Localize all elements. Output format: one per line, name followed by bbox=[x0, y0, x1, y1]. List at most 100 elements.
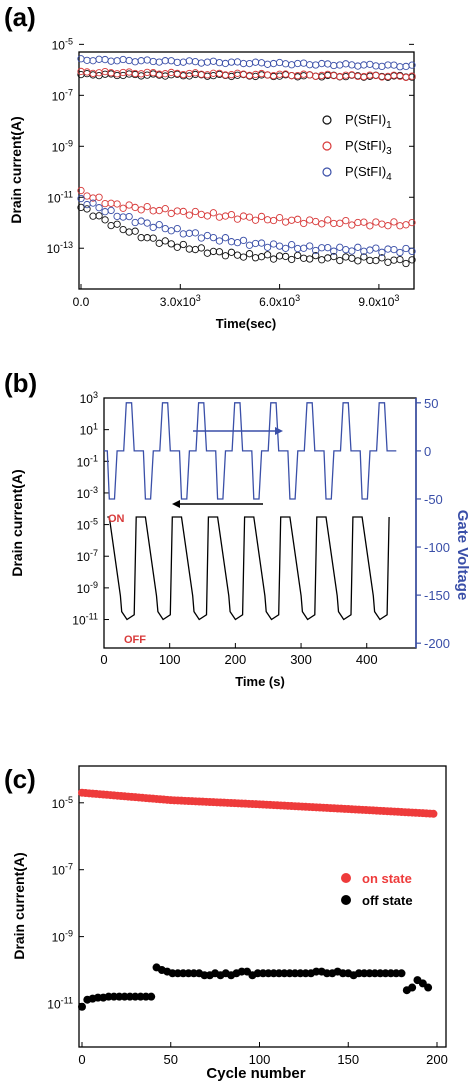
panel-a-marker-off-3 bbox=[119, 213, 127, 221]
panel-a-marker-on-3 bbox=[342, 60, 350, 68]
panel-a-marker-off-2 bbox=[318, 220, 326, 228]
panel-a-marker-off-2 bbox=[245, 213, 254, 221]
panel-a-marker-off-2 bbox=[378, 220, 386, 228]
panel-a-marker-on-3 bbox=[402, 62, 410, 71]
panel-a-marker-on-3 bbox=[155, 58, 163, 66]
panel-a-marker-off-3 bbox=[263, 243, 272, 251]
panel-a-marker-off-2 bbox=[143, 202, 151, 211]
panel-b-x-tick-label: 300 bbox=[290, 652, 312, 667]
panel-a-marker-off-1 bbox=[233, 251, 242, 259]
panel-a-x-axis: 0.0 3.0x103 6.0x103 9.0x103 bbox=[73, 284, 399, 309]
panel-a-marker-on-3 bbox=[197, 59, 206, 67]
panel-a-marker-off-3 bbox=[83, 200, 91, 209]
panel-a-marker-off-2 bbox=[233, 215, 242, 223]
panel-a-marker-off-1 bbox=[203, 249, 212, 257]
panel-a-marker-off-1 bbox=[324, 254, 332, 262]
panel-b-x-tick-label: 0 bbox=[100, 652, 107, 667]
panel-b-arrow-gate-head bbox=[275, 427, 283, 435]
panel-a-marker-off-3 bbox=[294, 244, 302, 253]
panel-a-marker-off-2 bbox=[191, 207, 199, 216]
panel-a-marker-on-3 bbox=[221, 59, 230, 68]
panel-a-marker-off-2 bbox=[221, 212, 230, 220]
panel-a-marker-off-1 bbox=[245, 250, 254, 258]
panel-a-marker-off-1 bbox=[215, 248, 224, 256]
panel-a-marker-on-3 bbox=[396, 63, 404, 71]
panel-a-marker-off-3 bbox=[378, 248, 386, 256]
panel-a-marker-off-1 bbox=[227, 248, 236, 256]
panel-a-marker-on-2 bbox=[89, 69, 97, 78]
panel-a-marker-off-1 bbox=[360, 253, 368, 261]
panel-a-legend: P(StFI)1 P(StFI)3 P(StFI)4 bbox=[322, 112, 392, 183]
panel-a-marker-off-2 bbox=[167, 209, 175, 218]
panel-a-marker-off-1 bbox=[95, 212, 103, 220]
panel-a-marker-on-2 bbox=[408, 72, 416, 80]
panel-a-marker-off-3 bbox=[312, 246, 320, 255]
panel-a-marker-on-3 bbox=[203, 58, 212, 66]
panel-c-legend-label: on state bbox=[362, 871, 412, 886]
panel-a-marker-off-3 bbox=[221, 234, 230, 242]
panel-a: (a) 10-5 10-7 10-9 10-11 10-13 0.0 3.0x103 6.0… bbox=[4, 2, 416, 331]
panel-a-marker-off-1 bbox=[119, 225, 127, 234]
panel-a-y-tick-label: 10-7 bbox=[52, 87, 73, 103]
panel-a-marker-off-3 bbox=[390, 245, 398, 254]
panel-a-marker-off-3 bbox=[324, 244, 332, 252]
panel-a-marker-off-3 bbox=[215, 237, 224, 245]
panel-a-marker-on-3 bbox=[281, 60, 290, 68]
panel-a-marker-off-3 bbox=[306, 242, 314, 250]
panel-a-marker-on-3 bbox=[300, 59, 308, 67]
panel-a-marker-off-2 bbox=[342, 216, 350, 225]
panel-a-marker-on-2 bbox=[318, 71, 326, 80]
panel-a-marker-on-3 bbox=[294, 59, 302, 68]
panel-a-legend-label: P(StFI)4 bbox=[345, 164, 392, 183]
panel-a-marker-off-1 bbox=[390, 256, 398, 264]
panel-a-label: (a) bbox=[4, 2, 36, 32]
panel-a-x-tick-label: 6.0x103 bbox=[259, 293, 300, 309]
panel-b-right-y-axis: 50 0 -50 -100 -150 -200 bbox=[416, 396, 450, 651]
panel-a-marker-off-1 bbox=[179, 240, 187, 249]
panel-a-y-axis-label: Drain current(A) bbox=[8, 116, 24, 223]
panel-a-marker-off-2 bbox=[101, 199, 109, 208]
panel-a-marker-off-3 bbox=[330, 247, 338, 255]
panel-a-marker-on-3 bbox=[330, 61, 338, 70]
panel-c-label: (c) bbox=[4, 764, 36, 794]
panel-a-marker-on-2 bbox=[312, 72, 320, 80]
panel-b-y2-tick-label: 0 bbox=[424, 444, 431, 459]
panel-a-marker-off-2 bbox=[161, 205, 169, 213]
panel-a-marker-off-3 bbox=[197, 234, 206, 242]
panel-a-marker-off-2 bbox=[185, 211, 193, 219]
panel-a-marker-on-2 bbox=[221, 71, 230, 79]
panel-a-marker-off-2 bbox=[275, 213, 284, 222]
panel-a-marker-off-3 bbox=[366, 246, 374, 254]
panel-b-y2-axis-label: Gate Voltage bbox=[454, 510, 471, 601]
panel-a-marker-on-3 bbox=[119, 55, 127, 64]
panel-a-marker-off-1 bbox=[131, 227, 139, 235]
panel-a-marker-on-2 bbox=[336, 72, 344, 81]
panel-b-y2-tick-label: -150 bbox=[424, 588, 450, 603]
panel-a-marker-off-2 bbox=[330, 219, 338, 228]
panel-a-marker-on-1 bbox=[300, 72, 308, 80]
panel-a-marker-off-1 bbox=[312, 251, 320, 260]
panel-a-marker-off-2 bbox=[137, 206, 145, 214]
panel-c-marker-on-state bbox=[429, 809, 438, 818]
panel-a-marker-off-3 bbox=[113, 212, 121, 221]
panel-c-y-tick-label: 10-5 bbox=[52, 795, 73, 811]
panel-a-marker-off-3 bbox=[354, 243, 362, 251]
panel-a-marker-on-3 bbox=[101, 55, 109, 64]
panel-a-marker-on-3 bbox=[360, 61, 368, 69]
panel-a-marker-off-1 bbox=[287, 255, 296, 264]
panel-a-marker-off-1 bbox=[209, 247, 218, 256]
panel-a-marker-off-2 bbox=[354, 218, 362, 227]
panel-a-marker-off-2 bbox=[324, 216, 332, 224]
panel-a-legend-marker bbox=[322, 115, 332, 125]
panel-a-x-axis-label: Time(sec) bbox=[216, 316, 276, 331]
panel-a-marker-on-3 bbox=[161, 57, 169, 65]
panel-b-off-annotation: OFF bbox=[124, 634, 146, 646]
panel-a-marker-on-2 bbox=[402, 73, 410, 82]
panel-a-marker-off-1 bbox=[239, 253, 248, 261]
panel-a-marker-off-3 bbox=[239, 236, 248, 245]
panel-c-x-tick-label: 200 bbox=[426, 1052, 448, 1067]
panel-a-marker-off-1 bbox=[408, 256, 416, 264]
panel-a-marker-off-2 bbox=[300, 219, 308, 228]
panel-a-marker-on-3 bbox=[263, 60, 272, 68]
